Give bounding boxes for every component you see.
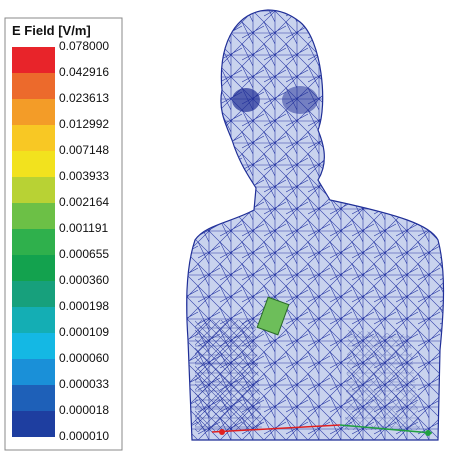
legend-label: 0.000060 (59, 351, 109, 365)
color-swatch (12, 229, 55, 255)
color-swatch (12, 307, 55, 333)
color-swatch (12, 333, 55, 359)
legend-label: 0.000018 (59, 403, 109, 417)
legend-label: 0.012992 (59, 117, 109, 131)
legend-label: 0.002164 (59, 195, 109, 209)
color-swatch (12, 203, 55, 229)
color-swatch (12, 151, 55, 177)
legend-label: 0.003933 (59, 169, 109, 183)
body-mesh (187, 10, 444, 440)
legend-label: 0.000198 (59, 299, 109, 313)
legend-label: 0.042916 (59, 65, 109, 79)
legend-label: 0.000010 (59, 429, 109, 443)
legend: E Field [V/m] 0.078000 0.042916 0.023613 0.… (5, 18, 122, 450)
color-swatch (12, 255, 55, 281)
color-swatch (12, 177, 55, 203)
color-swatch (12, 99, 55, 125)
color-swatch (12, 47, 55, 73)
legend-label: 0.023613 (59, 91, 109, 105)
legend-label: 0.007148 (59, 143, 109, 157)
legend-title: E Field [V/m] (12, 23, 91, 38)
legend-label: 0.000360 (59, 273, 109, 287)
color-swatch (12, 73, 55, 99)
color-swatch (12, 359, 55, 385)
screen: E Field [V/m] 0.078000 0.042916 0.023613 0.… (0, 0, 454, 464)
color-swatch (12, 281, 55, 307)
legend-label: 0.000655 (59, 247, 109, 261)
color-swatch (12, 385, 55, 411)
legend-label: 0.000109 (59, 325, 109, 339)
legend-label: 0.078000 (59, 39, 109, 53)
color-swatch (12, 125, 55, 151)
legend-label: 0.001191 (59, 221, 108, 235)
legend-label: 0.000033 (59, 377, 109, 391)
color-swatch (12, 411, 55, 437)
